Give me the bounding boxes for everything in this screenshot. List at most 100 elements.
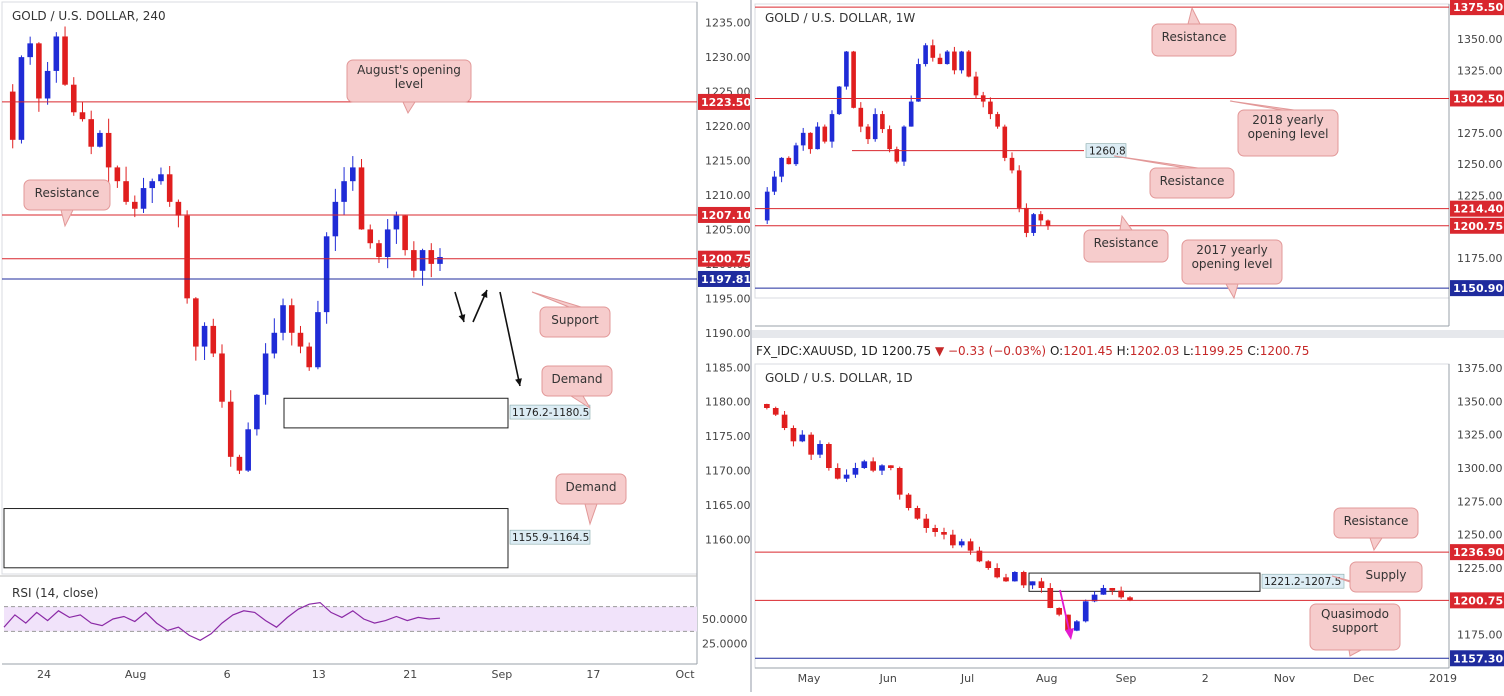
y-tick-label: 1160.00 <box>705 534 750 547</box>
callout-resistance-top-box <box>1151 23 1237 57</box>
callout-resistance-low-group: Resistance <box>1083 214 1169 263</box>
candle-body <box>88 119 94 147</box>
h4-chart-panel: GOLD / U.S. DOLLAR, 240 1235.00 1230.00 122… <box>0 0 751 692</box>
candle-body <box>166 174 173 202</box>
rsi-title: RSI (14, close) <box>12 586 98 600</box>
zone-label: 1221.2-1207.5 <box>1264 576 1341 588</box>
candle-body <box>62 36 68 85</box>
candle-body <box>1002 126 1008 158</box>
price-tag-label: 1157.30 <box>1453 652 1503 665</box>
candle-body <box>764 404 770 408</box>
y-tick-label: 1175.00 <box>1457 252 1503 265</box>
candle-body <box>852 468 859 475</box>
rsi-line <box>3 601 441 641</box>
candle-body <box>1009 157 1015 171</box>
x-tick-label: 24 <box>37 668 51 681</box>
y-tick-label: 1275.00 <box>1457 127 1503 140</box>
callout-resistance-text: Resistance <box>35 186 100 200</box>
y-tick-label: 1250.00 <box>1457 529 1503 542</box>
candle-body <box>332 201 339 237</box>
candle-body <box>428 250 435 264</box>
header-part: FX_IDC:XAUUSD, 1D <box>756 344 882 358</box>
callout-demand-1-group: Demand <box>541 365 613 409</box>
x-tick-label: Jun <box>879 672 897 685</box>
candle-body <box>870 461 876 471</box>
panel-divider-horizontal[interactable] <box>752 330 1504 338</box>
candle-body <box>271 332 278 354</box>
x-tick-label: 2019 <box>1429 672 1457 685</box>
candle-body <box>887 129 892 150</box>
weekly-chart-panel: GOLD / U.S. DOLLAR, 1W1350.001325.001300… <box>752 0 1504 343</box>
candle-body <box>193 298 199 347</box>
candle-body <box>297 332 304 347</box>
candle-body <box>1056 608 1062 615</box>
candle-body <box>158 174 164 182</box>
candle-body <box>779 157 784 177</box>
candle-body <box>341 181 347 202</box>
x-tick-label: 21 <box>403 668 417 681</box>
callout-support-box <box>539 306 611 338</box>
pink-arrowhead <box>1065 628 1074 640</box>
callout-august-box <box>346 59 472 103</box>
header-part: −0.33 (−0.03%) <box>948 344 1050 358</box>
candle-body <box>245 429 251 471</box>
chart-title: GOLD / U.S. DOLLAR, 1D <box>765 371 913 385</box>
candle-body <box>944 51 950 65</box>
candle-body <box>894 149 900 162</box>
candle-body <box>790 428 797 442</box>
callout-2018-yearly-text: 2018 yearly <box>1252 113 1324 127</box>
candle-body <box>932 528 938 532</box>
projection-arrowhead <box>458 314 466 322</box>
zone-box <box>1028 572 1261 592</box>
candle-body <box>976 550 983 562</box>
candle-body <box>800 132 806 146</box>
candle-body <box>219 353 225 402</box>
panel-divider-vertical[interactable] <box>750 0 752 692</box>
callout-quasimodo-text: Quasimodo <box>1321 607 1389 621</box>
callout-resistance-top-group: Resistance <box>1151 6 1237 57</box>
candle-body <box>1100 588 1107 595</box>
candle-body <box>1024 207 1029 233</box>
candle-body <box>959 51 964 71</box>
candle-body <box>210 325 217 354</box>
price-tag <box>698 206 750 223</box>
candle-body <box>1127 597 1133 600</box>
callout-resistance-top-text: Resistance <box>1162 30 1227 44</box>
candle-body <box>914 508 921 519</box>
rsi-band <box>4 606 697 632</box>
candle-body <box>9 91 16 140</box>
price-tag-label: 1200.75 <box>1453 220 1503 233</box>
candle-body <box>1091 594 1098 602</box>
weekly-chart: GOLD / U.S. DOLLAR, 1W1350.001325.001300… <box>754 0 1504 343</box>
callout-resistance-daily-text: Resistance <box>1344 514 1409 528</box>
candle-body <box>114 167 121 182</box>
y-tick-label: 1220.00 <box>705 120 750 133</box>
price-tag-label: 1236.90 <box>1453 546 1503 559</box>
candle-body <box>808 434 814 455</box>
candle-body <box>1118 590 1124 598</box>
candle-body <box>799 434 806 442</box>
callout-demand-2-box <box>555 473 627 505</box>
y-tick-label: 1175.00 <box>705 430 750 443</box>
candle-body <box>323 236 330 313</box>
y-tick-label: 1350.00 <box>1457 395 1503 408</box>
candle-body <box>1016 170 1022 208</box>
candle-body <box>184 215 190 299</box>
y-tick-label: 1225.00 <box>1457 189 1503 202</box>
candle-body <box>872 114 878 140</box>
zone-box <box>3 508 509 569</box>
callout-resistance-mid-group: Resistance <box>1113 155 1235 199</box>
daily-header-bg <box>752 338 1504 362</box>
rsi-tick: 50.0000 <box>702 613 748 626</box>
x-tick-label: Nov <box>1274 672 1296 685</box>
candle-body <box>851 51 856 108</box>
candle-body <box>916 64 921 102</box>
price-tag-label: 1150.90 <box>1453 282 1503 295</box>
zone-label-box <box>509 404 591 420</box>
candle-body <box>201 325 208 347</box>
candle-body <box>781 414 788 428</box>
price-tag <box>698 270 750 287</box>
y-tick-label: 1205.00 <box>705 223 750 236</box>
candle-body <box>1038 581 1045 588</box>
